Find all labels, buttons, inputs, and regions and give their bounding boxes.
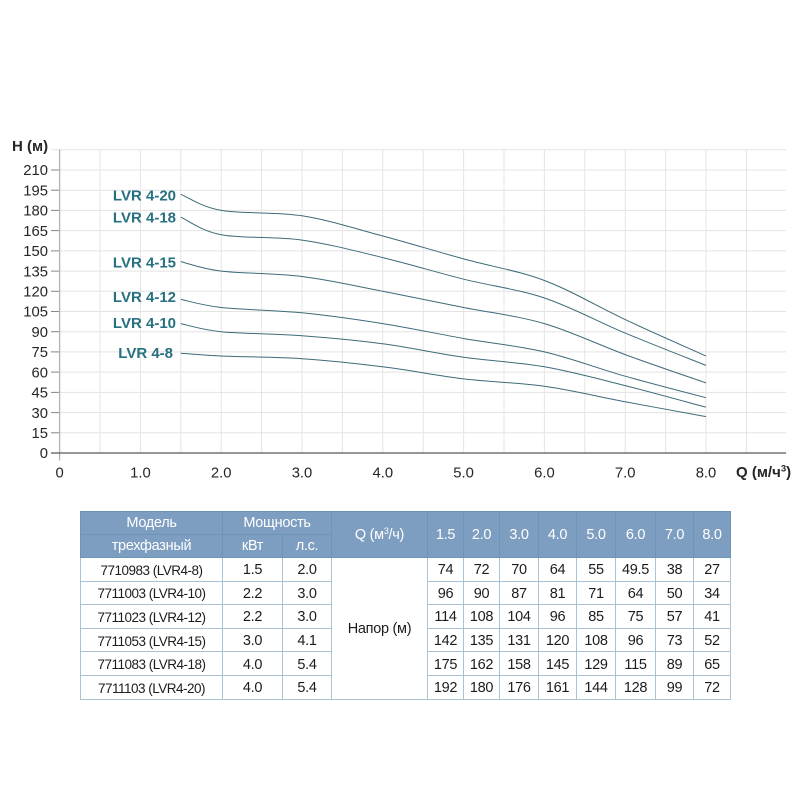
svg-text:4.0: 4.0 xyxy=(373,466,394,482)
svg-text:LVR 4-15: LVR 4-15 xyxy=(113,255,176,272)
svg-text:8.0: 8.0 xyxy=(696,466,717,482)
svg-text:5.0: 5.0 xyxy=(453,466,474,482)
svg-text:LVR 4-18: LVR 4-18 xyxy=(113,210,176,227)
svg-text:165: 165 xyxy=(23,224,48,240)
svg-text:90: 90 xyxy=(32,325,48,341)
svg-text:210: 210 xyxy=(23,163,48,179)
svg-text:105: 105 xyxy=(23,305,48,321)
svg-text:Q (м/ч3): Q (м/ч3) xyxy=(736,464,791,482)
svg-text:6.0: 6.0 xyxy=(534,466,555,482)
svg-text:3.0: 3.0 xyxy=(292,466,313,482)
svg-text:LVR 4-20: LVR 4-20 xyxy=(113,188,176,205)
svg-text:120: 120 xyxy=(23,285,48,301)
svg-text:2.0: 2.0 xyxy=(211,466,232,482)
svg-text:150: 150 xyxy=(23,244,48,260)
svg-text:H (м): H (м) xyxy=(12,138,48,155)
svg-text:75: 75 xyxy=(32,345,48,361)
svg-text:45: 45 xyxy=(32,386,48,402)
svg-text:135: 135 xyxy=(23,264,48,280)
svg-text:30: 30 xyxy=(32,406,48,422)
svg-text:195: 195 xyxy=(23,183,48,199)
svg-text:1.0: 1.0 xyxy=(130,466,151,482)
svg-text:0: 0 xyxy=(40,446,48,462)
svg-text:180: 180 xyxy=(23,204,48,220)
svg-text:60: 60 xyxy=(32,365,48,381)
svg-text:7.0: 7.0 xyxy=(615,466,636,482)
svg-text:15: 15 xyxy=(32,426,48,442)
svg-text:0: 0 xyxy=(55,466,63,482)
svg-text:LVR 4-10: LVR 4-10 xyxy=(113,315,176,332)
svg-text:LVR 4-12: LVR 4-12 xyxy=(113,289,176,306)
svg-text:LVR 4-8: LVR 4-8 xyxy=(118,345,173,362)
